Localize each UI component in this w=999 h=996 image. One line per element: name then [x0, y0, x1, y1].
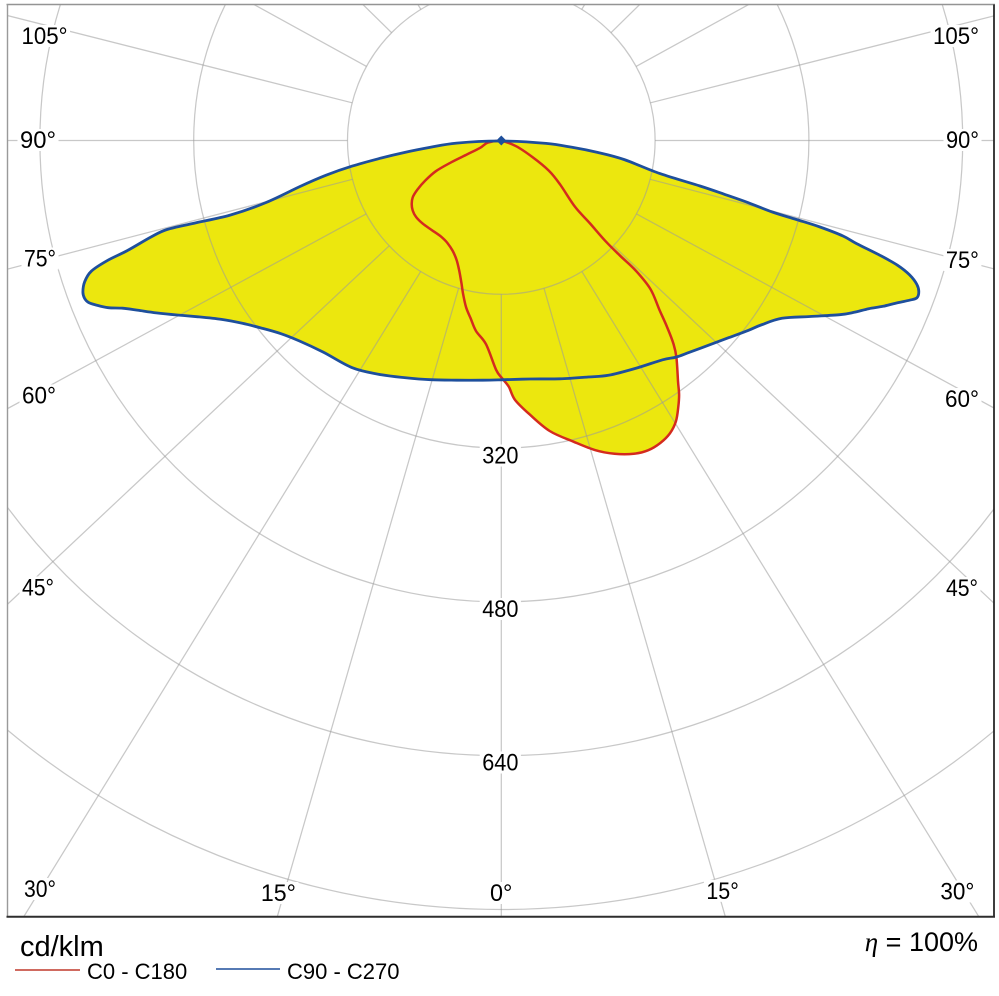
svg-text:30°: 30° — [24, 876, 56, 903]
svg-text:60°: 60° — [22, 383, 56, 410]
svg-text:C90 - C270: C90 - C270 — [287, 959, 400, 984]
svg-text:15°: 15° — [706, 878, 738, 905]
svg-text:30°: 30° — [940, 879, 974, 906]
svg-text:cd/klm: cd/klm — [20, 931, 104, 963]
svg-text:640: 640 — [482, 750, 518, 777]
svg-text:η = 100%: η = 100% — [865, 927, 978, 957]
svg-text:75°: 75° — [946, 247, 979, 274]
svg-text:15°: 15° — [261, 880, 296, 907]
svg-text:0°: 0° — [490, 880, 512, 907]
svg-text:45°: 45° — [22, 575, 54, 602]
svg-text:90°: 90° — [946, 127, 979, 154]
svg-text:105°: 105° — [22, 23, 68, 50]
svg-text:90°: 90° — [20, 127, 56, 154]
svg-text:C0 - C180: C0 - C180 — [87, 959, 187, 984]
svg-text:105°: 105° — [933, 23, 979, 50]
svg-text:480: 480 — [482, 596, 518, 623]
svg-text:320: 320 — [482, 443, 518, 470]
svg-text:75°: 75° — [24, 246, 56, 273]
svg-text:45°: 45° — [946, 575, 978, 602]
svg-text:60°: 60° — [945, 386, 979, 413]
